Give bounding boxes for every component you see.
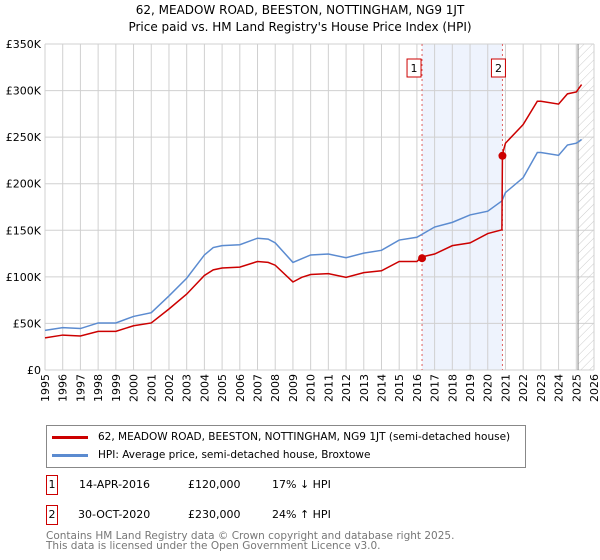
sale-point [498,151,507,160]
x-tick-label: 2024 [553,374,566,402]
y-tick-label: £100K [6,271,42,284]
sale-box [406,58,422,78]
x-tick-label: 2009 [287,374,300,402]
x-tick-label: 2005 [216,374,229,402]
x-tick-label: 2007 [252,374,265,402]
sale-price: £120,000 [188,478,241,491]
forecast-hatch [578,44,594,370]
x-tick-label: 2002 [163,374,176,402]
x-tick-label: 2010 [305,374,318,402]
x-tick-label: 2021 [499,374,512,402]
legend-label: 62, MEADOW ROAD, BEESTON, NOTTINGHAM, NG… [98,431,511,443]
sale-point [418,254,427,263]
sale-price: £230,000 [188,508,241,521]
sale-box [490,58,506,78]
y-tick-label: £50K [13,317,42,330]
y-tick-label: £250K [6,131,42,144]
legend-label: HPI: Average price, semi-detached house,… [98,449,371,461]
x-tick-label: 2003 [181,374,194,402]
chart-title: 62, MEADOW ROAD, BEESTON, NOTTINGHAM, NG… [136,3,465,17]
x-tick-label: 2018 [446,374,459,402]
x-tick-label: 1995 [39,374,52,402]
y-tick-label: £350K [6,38,42,51]
sale-hpi-diff: 24% ↑ HPI [272,508,331,521]
x-tick-label: 2000 [128,374,141,402]
x-tick-label: 2017 [429,374,442,402]
x-tick-label: 2020 [482,374,495,402]
footer-line: Contains HM Land Registry data © Crown c… [46,530,455,542]
x-tick-label: 2023 [535,374,548,402]
x-tick-label: 1998 [92,374,105,402]
y-tick-label: £300K [6,85,42,98]
x-tick-label: 2014 [375,374,388,402]
x-tick-label: 2004 [198,374,211,402]
x-tick-label: 1996 [57,374,70,402]
sale-box-label: 1 [411,62,418,75]
x-tick-label: 2008 [269,374,282,402]
footer-line: This data is licensed under the Open Gov… [46,540,381,552]
legend-item-hpi: HPI: Average price, semi-detached house,… [47,447,370,463]
sale-date: 14-APR-2016 [79,478,151,491]
hpi-line [44,138,583,332]
x-tick-label: 2019 [464,374,477,402]
sale-box-label: 2 [495,62,502,75]
x-tick-label: 2022 [517,374,530,402]
y-tick-label: £200K [6,178,42,191]
x-tick-label: 2006 [234,374,247,402]
sale-hpi-diff: 17% ↓ HPI [272,478,331,491]
x-tick-label: 2013 [358,374,371,402]
sale-marker-label: 2 [46,505,58,525]
x-tick-label: 2026 [588,374,600,402]
footer: Contains HM Land Registry data © Crown c… [46,530,455,552]
sale-date: 30-OCT-2020 [78,508,151,521]
x-tick-label: 2011 [322,374,335,402]
sale-marker-label: 1 [46,475,58,495]
x-tick-label: 1997 [74,374,87,402]
legend-swatch-blue [52,453,88,457]
y-tick-label: £150K [6,224,42,237]
x-tick-label: 2001 [145,374,158,402]
x-tick-label: 2015 [393,374,406,402]
x-tick-label: 2012 [340,374,353,402]
chart-svg: 62, MEADOW ROAD, BEESTON, NOTTINGHAM, NG… [6,3,600,402]
y-tick-label: £0 [27,364,41,377]
legend: 62, MEADOW ROAD, BEESTON, NOTTINGHAM, NG… [46,425,526,468]
legend-item-property: 62, MEADOW ROAD, BEESTON, NOTTINGHAM, NG… [47,429,510,445]
chart-subtitle: Price paid vs. HM Land Registry's House … [128,20,471,34]
property-price-line [44,84,583,339]
x-tick-label: 1999 [110,374,123,402]
shaded-period [422,44,503,370]
x-tick-label: 2025 [570,374,583,402]
x-tick-label: 2016 [411,374,424,402]
legend-swatch-red [52,435,88,439]
